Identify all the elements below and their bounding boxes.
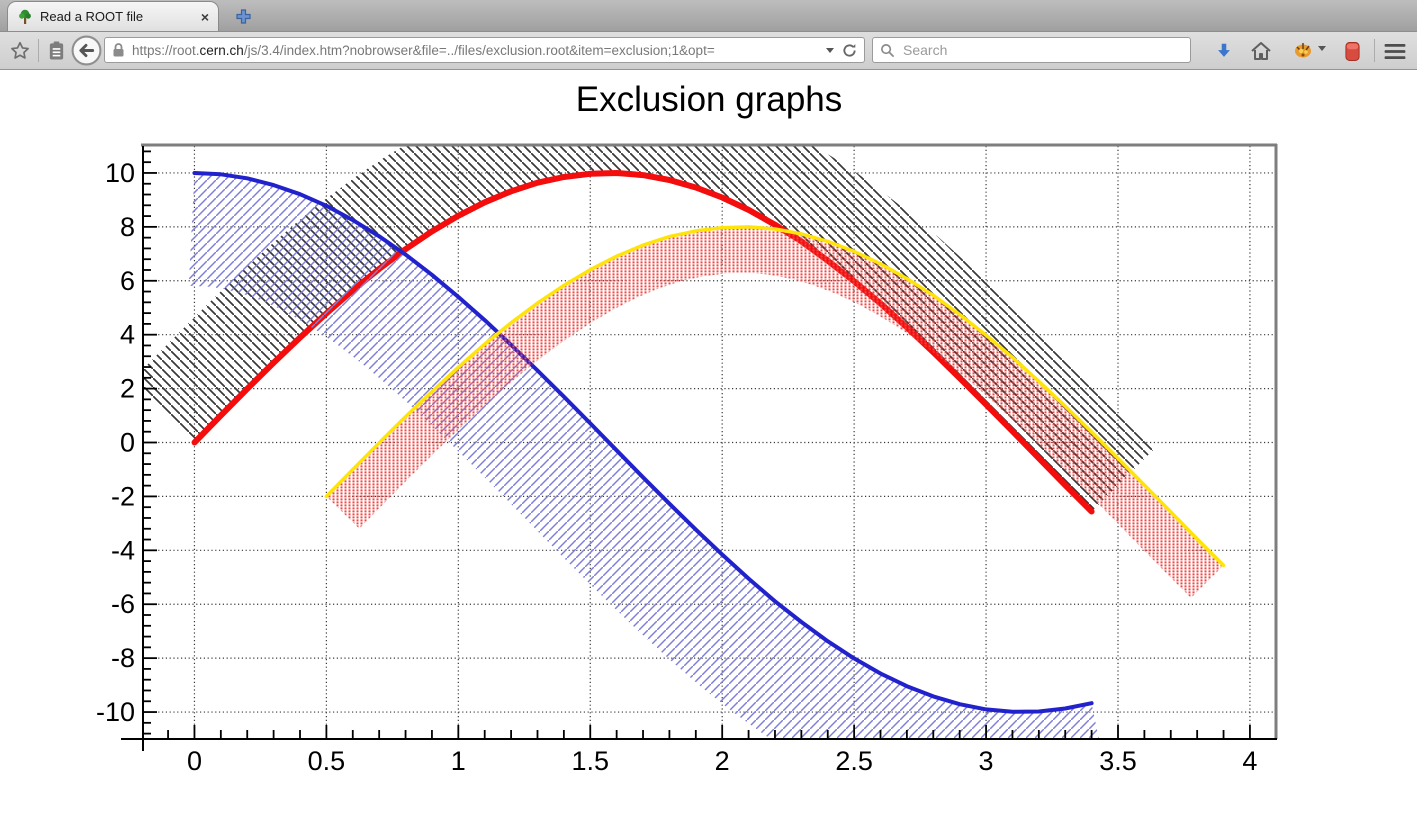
svg-text:2: 2 bbox=[120, 374, 135, 404]
url-dropdown-icon[interactable] bbox=[826, 47, 834, 53]
page-content: Exclusion graphs 0 0.5 1 1.5 2 2.5 3 3.5 4 -10 -8 -6… bbox=[0, 70, 1417, 816]
plus-icon bbox=[235, 8, 252, 25]
url-bar[interactable]: https://root.cern.ch/js/3.4/index.htm?no… bbox=[104, 37, 865, 63]
svg-text:3.5: 3.5 bbox=[1099, 746, 1137, 776]
svg-text:-6: -6 bbox=[111, 589, 135, 619]
root-favicon-icon bbox=[17, 9, 33, 25]
svg-text:1: 1 bbox=[451, 746, 466, 776]
exclusion-graph-canvas[interactable]: Exclusion graphs 0 0.5 1 1.5 2 2.5 3 3.5 4 -10 -8 -6… bbox=[0, 70, 1417, 816]
tab-read-a-root-file[interactable]: Read a ROOT file × bbox=[7, 1, 219, 31]
home-button[interactable] bbox=[1248, 39, 1274, 63]
addon-dropdown-icon[interactable] bbox=[1318, 46, 1326, 51]
new-tab-button[interactable] bbox=[231, 5, 255, 27]
svg-text:10: 10 bbox=[105, 158, 135, 188]
svg-text:8: 8 bbox=[120, 212, 135, 242]
navigation-toolbar: https://root.cern.ch/js/3.4/index.htm?no… bbox=[0, 32, 1417, 70]
chevron-down-icon bbox=[1318, 46, 1326, 51]
svg-text:0: 0 bbox=[187, 746, 202, 776]
svg-text:6: 6 bbox=[120, 266, 135, 296]
url-text[interactable]: https://root.cern.ch/js/3.4/index.htm?no… bbox=[132, 43, 822, 58]
svg-text:2: 2 bbox=[715, 746, 730, 776]
clipboard-icon bbox=[49, 41, 63, 60]
hamburger-menu-icon bbox=[1384, 43, 1406, 59]
search-input[interactable] bbox=[901, 41, 1183, 59]
tab-close-icon[interactable]: × bbox=[200, 8, 209, 25]
star-icon bbox=[11, 41, 29, 59]
download-arrow-icon bbox=[1218, 43, 1230, 57]
svg-text:4: 4 bbox=[1242, 746, 1257, 776]
svg-text:-4: -4 bbox=[111, 535, 135, 565]
menu-button[interactable] bbox=[1382, 41, 1408, 61]
reload-icon[interactable] bbox=[842, 43, 857, 58]
search-bar[interactable] bbox=[872, 37, 1191, 63]
url-scheme: https://root. bbox=[132, 42, 200, 58]
svg-text:-10: -10 bbox=[96, 697, 135, 727]
toolbar-separator bbox=[38, 39, 39, 62]
svg-text:0.5: 0.5 bbox=[308, 746, 346, 776]
tab-title: Read a ROOT file bbox=[40, 9, 144, 24]
url-domain: cern.ch bbox=[199, 42, 244, 58]
svg-text:Exclusion graphs: Exclusion graphs bbox=[576, 80, 843, 119]
bookmark-star-button[interactable] bbox=[8, 39, 32, 63]
home-icon bbox=[1251, 42, 1271, 60]
bookmarks-list-button[interactable] bbox=[44, 39, 68, 63]
toolbar-separator bbox=[1374, 39, 1375, 62]
addon-icon bbox=[1295, 43, 1311, 58]
lock-icon bbox=[112, 42, 125, 58]
svg-text:-8: -8 bbox=[111, 643, 135, 673]
tab-bar: Read a ROOT file × bbox=[0, 0, 1417, 32]
svg-text:1.5: 1.5 bbox=[571, 746, 609, 776]
svg-text:4: 4 bbox=[120, 320, 135, 350]
addon2-button[interactable] bbox=[1342, 39, 1362, 63]
back-button[interactable] bbox=[70, 34, 103, 67]
back-arrow-icon bbox=[71, 35, 102, 66]
svg-text:0: 0 bbox=[120, 428, 135, 458]
svg-text:2.5: 2.5 bbox=[835, 746, 873, 776]
svg-text:-2: -2 bbox=[111, 481, 135, 511]
search-icon bbox=[880, 43, 895, 58]
url-path: /js/3.4/index.htm?nobrowser&file=../file… bbox=[243, 42, 715, 58]
addon-button[interactable] bbox=[1292, 41, 1314, 61]
eraser-icon bbox=[1344, 41, 1360, 61]
downloads-button[interactable] bbox=[1212, 39, 1236, 63]
svg-text:3: 3 bbox=[979, 746, 994, 776]
